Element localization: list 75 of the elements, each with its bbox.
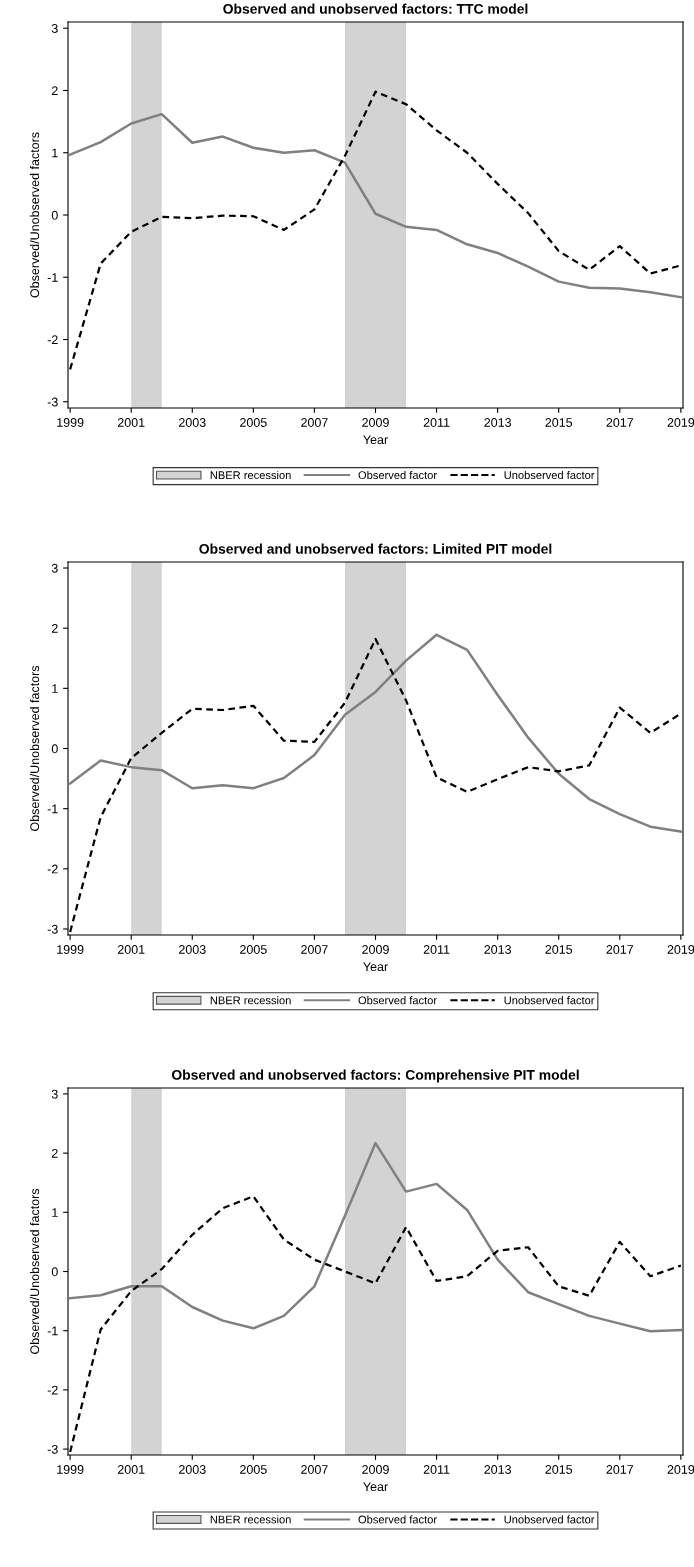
y-axis-title: Observed/Unobserved factors: [29, 132, 40, 298]
y-tick-label: -3: [47, 1444, 58, 1454]
x-tick-label: 2017: [606, 418, 634, 427]
y-axis-title: Observed/Unobserved factors: [29, 1188, 40, 1354]
x-tick-label: 2013: [484, 418, 511, 427]
y-tick-label: -2: [47, 335, 58, 345]
line-series: [68, 1141, 683, 1333]
y-tick-label: 3: [51, 563, 58, 573]
x-tick-label: 1999: [57, 1465, 84, 1474]
legend-label: Observed factor: [358, 470, 437, 480]
x-tick-label: 1999: [57, 945, 84, 954]
y-tick-label: 1: [52, 1208, 58, 1217]
y-tick-label: 1: [52, 684, 58, 693]
chart-title: Observed and unobserved factors: Limited PIT model: [199, 543, 552, 554]
legend-label: NBER recession: [210, 1515, 291, 1524]
x-tick-label: 2015: [545, 945, 573, 954]
line-series: [68, 633, 683, 833]
x-tick-label: 2011: [423, 945, 450, 954]
y-tick-label: -3: [47, 924, 58, 934]
x-tick-label: 2011: [423, 418, 450, 427]
line-series: [68, 112, 683, 299]
x-tick-label: 2009: [362, 945, 389, 954]
x-tick-label: 2005: [240, 418, 267, 427]
legend-label: NBER recession: [210, 470, 291, 480]
x-tick-label: 2007: [301, 418, 328, 427]
x-tick-label: 2003: [179, 418, 206, 427]
x-tick-label: 2013: [484, 1465, 511, 1474]
x-tick-label: 2001: [117, 418, 145, 427]
y-tick-label: 0: [51, 744, 58, 754]
y-tick-label: -1: [47, 1326, 58, 1336]
legend-label: Unobserved factor: [504, 1515, 595, 1524]
x-tick-label: 2005: [240, 1465, 267, 1474]
x-tick-label: 2019: [667, 418, 694, 427]
y-tick-label: 2: [51, 623, 58, 633]
y-tick-label: -1: [47, 273, 58, 282]
x-tick-label: 2019: [667, 945, 694, 954]
legend-label: NBER recession: [210, 996, 291, 1005]
x-tick-label: 2017: [606, 1465, 634, 1474]
y-tick-label: 1: [52, 148, 58, 158]
x-tick-label: 2011: [423, 1465, 450, 1474]
x-axis-title: Year: [363, 435, 388, 445]
y-tick-label: -2: [47, 1385, 58, 1395]
x-axis-title: Year: [363, 962, 388, 972]
x-tick-label: 2003: [179, 945, 206, 954]
x-tick-label: 2017: [606, 945, 634, 954]
legend-label: Unobserved factor: [504, 996, 595, 1005]
y-tick-label: -1: [47, 804, 58, 814]
legend-label: Observed factor: [358, 996, 437, 1005]
y-tick-label: 3: [51, 24, 58, 33]
x-tick-label: 2005: [240, 945, 267, 954]
legend-label: Observed factor: [358, 1515, 437, 1524]
x-tick-label: 2007: [301, 1465, 328, 1474]
x-tick-label: 2019: [667, 1465, 694, 1474]
y-tick-label: 3: [51, 1089, 58, 1099]
y-tick-label: -3: [47, 397, 58, 407]
x-tick-label: 2001: [117, 945, 145, 954]
x-axis-title: Year: [363, 1482, 388, 1492]
x-tick-label: 2007: [301, 945, 328, 954]
legend-label: Unobserved factor: [504, 470, 595, 480]
x-tick-label: 2013: [484, 945, 511, 954]
x-tick-label: 2015: [545, 1465, 573, 1474]
x-tick-label: 2009: [362, 1465, 389, 1474]
y-tick-label: 0: [51, 210, 58, 220]
chart-title: Observed and unobserved factors: Comprehensive PIT model: [171, 1069, 579, 1083]
y-tick-label: 2: [51, 1148, 58, 1158]
y-tick-label: 2: [51, 86, 58, 96]
y-axis-title: Observed/Unobserved factors: [29, 665, 40, 831]
chart-title: Observed and unobserved factors: TTC model: [223, 3, 528, 14]
y-tick-label: 0: [51, 1267, 58, 1277]
x-tick-label: 1999: [57, 418, 84, 427]
x-tick-label: 2009: [362, 418, 389, 427]
x-tick-label: 2001: [117, 1465, 145, 1474]
y-tick-label: -2: [47, 864, 58, 874]
x-tick-label: 2003: [179, 1465, 206, 1474]
x-tick-label: 2015: [545, 418, 573, 427]
